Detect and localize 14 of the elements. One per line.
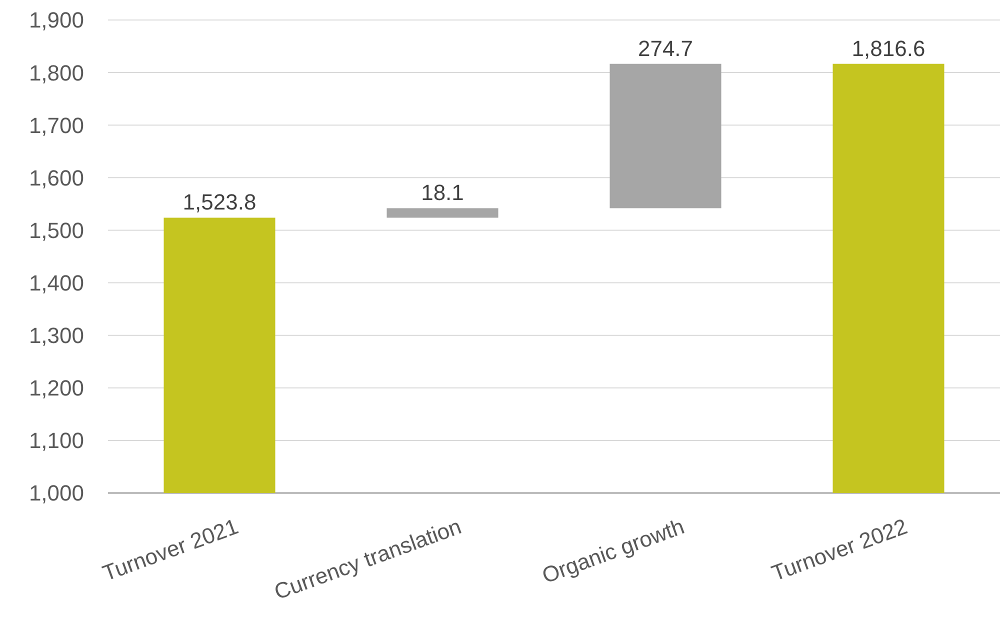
y-tick-label: 1,000 — [28, 480, 84, 506]
y-tick-label: 1,300 — [28, 323, 84, 348]
y-tick-label: 1,400 — [28, 270, 84, 296]
data-label: 274.7 — [638, 36, 694, 61]
y-tick-label: 1,700 — [28, 112, 84, 138]
y-tick-label: 1,100 — [28, 428, 84, 454]
y-tick-label: 1,800 — [28, 60, 84, 86]
y-tick-label: 1,500 — [28, 218, 84, 243]
y-tick-label: 1,600 — [28, 165, 84, 190]
data-label: 1,816.6 — [852, 36, 926, 61]
data-label: 18.1 — [421, 180, 464, 206]
y-tick-label: 1,200 — [28, 376, 84, 401]
data-label: 1,523.8 — [182, 190, 256, 215]
y-tick-label: 1,900 — [28, 8, 84, 33]
